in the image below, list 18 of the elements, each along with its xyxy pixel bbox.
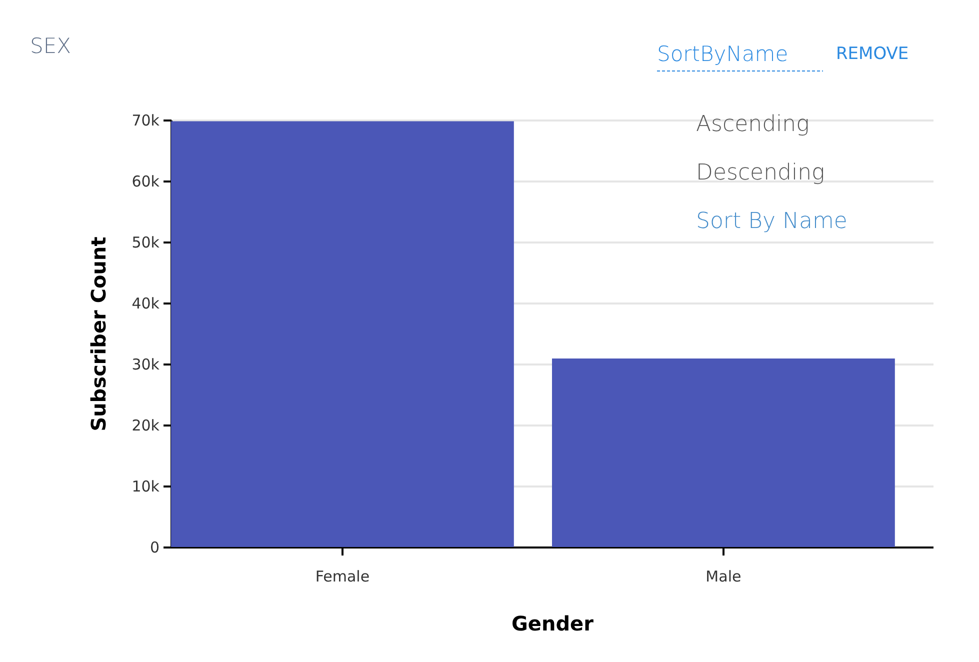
x-tick-label: Male <box>706 568 742 586</box>
x-axis-title: Gender <box>512 612 594 636</box>
y-tick-label: 60k <box>132 172 160 190</box>
y-tick-label: 20k <box>132 416 160 434</box>
y-tick-label: 40k <box>132 294 160 312</box>
x-tick-label: Female <box>315 568 370 586</box>
text: REMOVE <box>836 44 909 64</box>
annotation: Descending <box>696 160 825 186</box>
y-tick-label: 0 <box>150 538 160 556</box>
chart-title: SEX <box>30 34 71 58</box>
y-tick-label: 50k <box>132 234 160 252</box>
y-tick-label: 10k <box>132 478 160 496</box>
text: SortByName <box>657 42 788 66</box>
annotation: Sort By Name <box>696 209 848 234</box>
y-tick-label: 30k <box>132 356 160 374</box>
annotation: Ascending <box>696 112 810 137</box>
y-axis-title: Subscriber Count <box>86 236 111 432</box>
y-tick-label: 70k <box>132 112 160 130</box>
